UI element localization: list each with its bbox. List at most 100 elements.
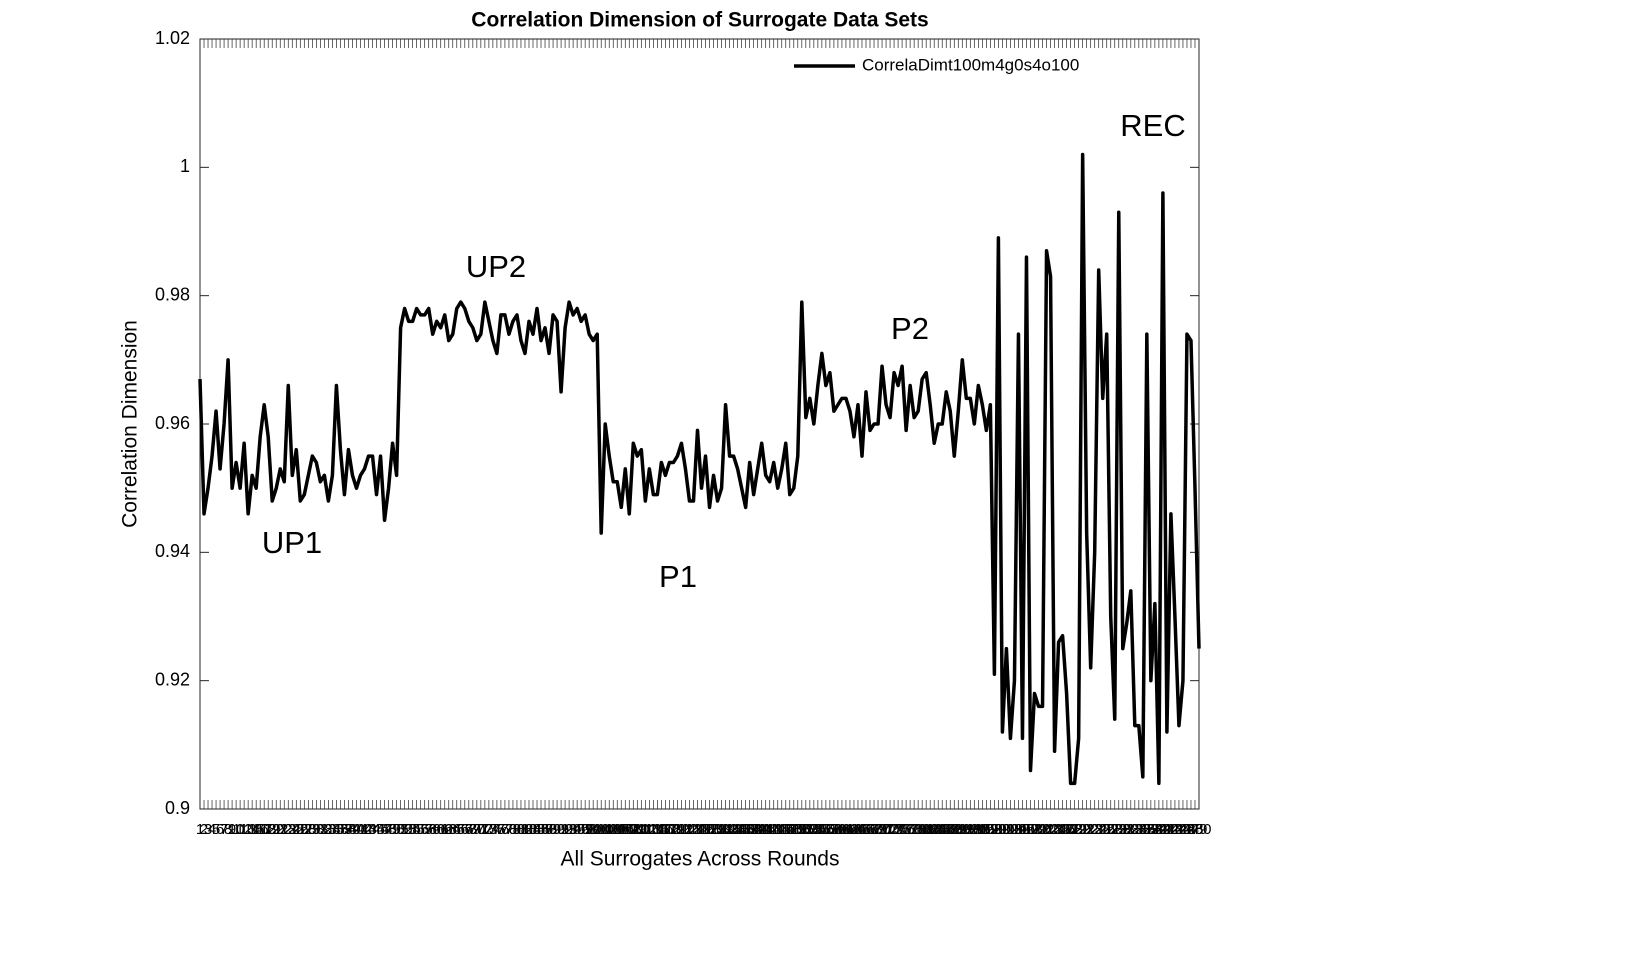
x-tick-label: 191 [950, 821, 975, 838]
x-tick-label: 21 [272, 821, 289, 838]
x-tick-label: 8 [224, 821, 232, 838]
x-tick-label: 75 [489, 821, 506, 838]
x-tick-label: 15 [248, 821, 265, 838]
x-tick-label: 227 [1094, 821, 1119, 838]
x-tick-label: 247 [1174, 821, 1199, 838]
x-tick-label: 101 [589, 821, 614, 838]
x-tick-label: 98 [581, 821, 598, 838]
x-tick-label: 1 [196, 821, 204, 838]
x-tick-label: 189 [942, 821, 967, 838]
x-tick-label: 214 [1042, 821, 1067, 838]
x-tick-label: 194 [962, 821, 987, 838]
annotation: UP1 [262, 525, 322, 560]
x-tick-label: 86 [533, 821, 550, 838]
x-tick-label: 24 [284, 821, 301, 838]
annotation: P2 [891, 311, 929, 346]
x-tick-label: 77 [497, 821, 514, 838]
x-tick-label: 45 [368, 821, 385, 838]
y-tick-label: 0.96 [155, 413, 190, 433]
x-tick-label: 13 [240, 821, 257, 838]
x-tick-label: 239 [1142, 821, 1167, 838]
x-tick-label: 105 [605, 821, 630, 838]
x-tick-label: 48 [380, 821, 397, 838]
x-tick-label: 173 [878, 821, 903, 838]
x-tick-label: 52 [396, 821, 413, 838]
x-tick-label: 88 [541, 821, 558, 838]
x-tick-label: 116 [649, 821, 673, 838]
x-tick-label: 60 [428, 821, 445, 838]
x-tick-label: 69 [464, 821, 481, 838]
x-tick-label: 208 [1018, 821, 1043, 838]
x-tick-label: 243 [1158, 821, 1183, 838]
x-tick-label: 43 [360, 821, 377, 838]
x-tick-label: 233 [1118, 821, 1143, 838]
annotation: UP2 [466, 249, 526, 284]
x-tick-label: 225 [1086, 821, 1111, 838]
x-tick-label: 33 [320, 821, 337, 838]
x-tick-label: 195 [966, 821, 991, 838]
x-tick-label: 166 [849, 821, 874, 838]
x-tick-label: 54 [404, 821, 421, 838]
x-tick-label: 6 [216, 821, 224, 838]
x-tick-label: 175 [886, 821, 911, 838]
x-tick-label: 198 [978, 821, 1003, 838]
x-tick-label: 219 [1062, 821, 1087, 838]
x-tick-label: 147 [773, 821, 798, 838]
x-tick-label: 216 [1050, 821, 1075, 838]
x-tick-label: 124 [681, 821, 706, 838]
x-tick-label: 65 [448, 821, 465, 838]
x-tick-label: 44 [364, 821, 381, 838]
x-tick-label: 47 [376, 821, 393, 838]
x-tick-label: 184 [922, 821, 947, 838]
x-tick-label: 130 [705, 821, 730, 838]
x-tick-label: 237 [1134, 821, 1159, 838]
x-tick-label: 94 [565, 821, 582, 838]
x-tick-label: 163 [837, 821, 862, 838]
x-tick-label: 142 [753, 821, 778, 838]
x-tick-label: 113 [637, 821, 661, 838]
x-tick-label: 188 [938, 821, 963, 838]
x-tick-label: 93 [561, 821, 578, 838]
x-tick-label: 200 [986, 821, 1011, 838]
x-tick-label: 178 [898, 821, 923, 838]
x-tick-label: 66 [452, 821, 469, 838]
x-tick-label: 148 [777, 821, 802, 838]
x-tick-label: 186 [930, 821, 955, 838]
x-tick-label: 16 [252, 821, 269, 838]
x-tick-label: 87 [537, 821, 554, 838]
x-tick-label: 107 [613, 821, 638, 838]
x-tick-label: 230 [1106, 821, 1131, 838]
x-tick-label: 145 [765, 821, 790, 838]
x-tick-label: 185 [926, 821, 951, 838]
x-tick-label: 201 [990, 821, 1015, 838]
x-tick-label: 118 [657, 821, 681, 838]
x-tick-label: 85 [529, 821, 546, 838]
x-tick-label: 146 [769, 821, 794, 838]
x-tick-label: 31 [312, 821, 329, 838]
x-tick-label: 110 [625, 821, 649, 838]
x-tick-label: 14 [244, 821, 261, 838]
x-tick-label: 182 [914, 821, 939, 838]
y-tick-label: 1.02 [155, 28, 190, 48]
x-tick-label: 205 [1006, 821, 1031, 838]
x-tick-label: 62 [436, 821, 453, 838]
x-tick-label: 53 [400, 821, 417, 838]
x-tick-label: 137 [733, 821, 758, 838]
x-tick-label: 167 [853, 821, 878, 838]
x-tick-label: 12 [236, 821, 253, 838]
x-tick-label: 29 [304, 821, 321, 838]
x-tick-label: 140 [745, 821, 770, 838]
x-tick-label: 26 [292, 821, 309, 838]
x-tick-label: 232 [1114, 821, 1139, 838]
x-tick-label: 55 [408, 821, 425, 838]
x-tick-label: 179 [902, 821, 927, 838]
x-tick-label: 115 [645, 821, 669, 838]
x-tick-label: 171 [870, 821, 895, 838]
x-tick-label: 68 [460, 821, 477, 838]
x-tick-label: 96 [573, 821, 590, 838]
y-tick-label: 0.98 [155, 284, 190, 304]
x-tick-label: 222 [1074, 821, 1099, 838]
